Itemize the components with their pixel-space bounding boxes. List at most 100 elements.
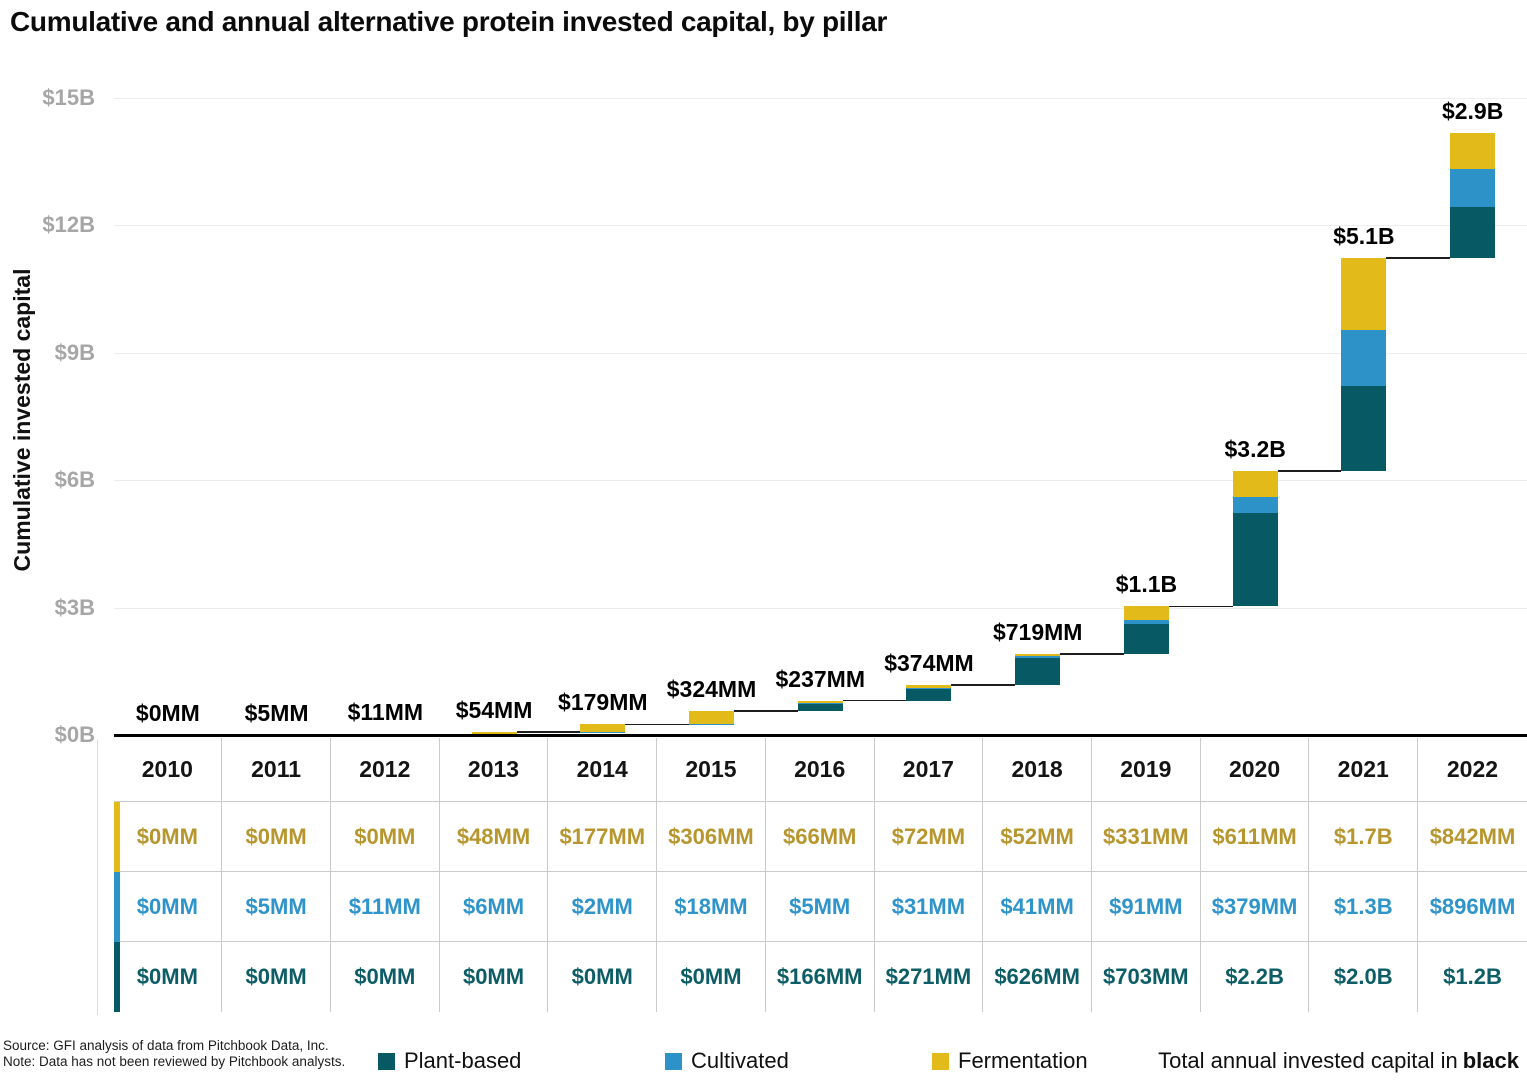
connector-line: [1168, 605, 1233, 608]
bar-segment-fermentation: [580, 724, 626, 732]
table-cell-plant-based: $1.2B: [1443, 964, 1502, 989]
bar-segment-cultivated: [906, 687, 952, 690]
x-axis-line: [113, 734, 1527, 738]
y-tick-label: $9B: [54, 339, 95, 365]
chart-title: Cumulative and annual alternative protei…: [10, 6, 888, 37]
table-cell-cultivated: $5MM: [765, 872, 875, 942]
table-cell-fermentation: $48MM: [439, 802, 549, 872]
bar-segment-fermentation: [1450, 133, 1496, 170]
gridline: [113, 225, 1527, 226]
bar-segment-plant-based: [906, 689, 952, 701]
annual-total-label: $5MM: [244, 699, 309, 726]
connector-line: [951, 683, 1016, 686]
legend-label: Cultivated: [691, 1048, 789, 1073]
table-cell-cultivated: $5MM: [222, 872, 331, 942]
year-cell: 2012: [330, 738, 440, 802]
annual-total-label: $179MM: [558, 689, 648, 716]
connector-line: [1060, 653, 1124, 655]
year-cell: 2015: [657, 738, 766, 802]
y-tick-label: $12B: [42, 212, 95, 237]
table-cell-fermentation: $66MM: [765, 802, 875, 872]
annual-total-label: $54MM: [455, 697, 533, 724]
table-cell-plant-based: $271MM: [875, 942, 984, 1012]
bar-segment-cultivated: [689, 723, 735, 725]
table-cell-cultivated: $11MM: [330, 872, 440, 942]
table-cell-cultivated: $379MM: [1200, 872, 1310, 942]
table-cell-fermentation: $0MM: [113, 802, 223, 872]
table-cell-plant-based: $0MM: [114, 942, 223, 1012]
year-cell: 2014: [548, 738, 658, 802]
table-cell-plant-based: $703MM: [1092, 942, 1201, 1012]
bar-segment-cultivated: [1450, 169, 1496, 208]
bar-segment-cultivated: [1341, 330, 1387, 386]
annual-total-label: $719MM: [992, 619, 1083, 646]
legend-note: Total annual invested capital in black: [1158, 1044, 1519, 1078]
table-cell-fermentation: $0MM: [222, 802, 331, 872]
table-cell-fermentation: $611MM: [1200, 802, 1310, 872]
table-cell-fermentation: $72MM: [874, 802, 984, 872]
table-cell-cultivated: $18MM: [657, 872, 766, 942]
source-line-1: Source: GFI analysis of data from Pitchb…: [3, 1038, 329, 1053]
bar-segment-fermentation: [1015, 654, 1061, 657]
connector-line: [1277, 469, 1342, 472]
year-cell: 2010: [113, 738, 223, 802]
bar-segment-fermentation: [689, 710, 735, 724]
legend-item-plant-based: Plant-based: [378, 1044, 521, 1078]
annual-total-label: $0MM: [135, 700, 200, 726]
bar-segment-cultivated: [1123, 620, 1169, 625]
annual-total-label: $3.2B: [1224, 435, 1286, 462]
legend-swatch-icon: [932, 1052, 949, 1070]
year-cell: 2017: [874, 738, 984, 802]
bar-segment-fermentation: [1123, 606, 1169, 621]
table-cell-cultivated: $896MM: [1418, 872, 1527, 942]
table-cell-plant-based: $0MM: [222, 942, 331, 1012]
year-cell: 2011: [222, 738, 331, 802]
table-cell-cultivated: $91MM: [1091, 872, 1201, 942]
table-cell-fermentation: $331MM: [1091, 802, 1201, 872]
legend-swatch-icon: [665, 1052, 682, 1070]
data-table: 2010 2011 2012 2013 2014 2015 2016 2017 2018 2019…: [113, 738, 1527, 1012]
annual-total-label: $237MM: [775, 665, 865, 692]
annual-total-label: $1.1B: [1115, 571, 1178, 598]
gridline: [113, 607, 1527, 609]
gridline: [113, 352, 1527, 354]
bar-segment-fermentation: [906, 684, 952, 688]
connector-line: [625, 723, 689, 726]
gridline: [113, 480, 1527, 481]
legend-note-text: Total annual invested capital in: [1158, 1048, 1458, 1073]
legend-swatch-icon: [378, 1052, 395, 1070]
y-axis-title: Cumulative invested capital: [9, 268, 35, 572]
connector-line: [1386, 257, 1451, 260]
bar-segment-cultivated: [1015, 656, 1061, 659]
year-cell: 2021: [1309, 738, 1419, 802]
table-cell-plant-based: $0MM: [440, 942, 549, 1012]
connector-line: [842, 699, 907, 702]
bar-segment-plant-based: [1341, 385, 1387, 471]
table-cell-cultivated: $6MM: [439, 872, 549, 942]
table-cell-cultivated: $0MM: [113, 872, 223, 942]
y-tick-label: $3B: [54, 594, 95, 620]
bar-segment-fermentation: [1341, 258, 1387, 331]
y-tick-label: $15B: [42, 84, 95, 110]
bar-segment-cultivated: [1232, 496, 1278, 513]
year-cell: 2020: [1200, 738, 1310, 802]
table-cell-cultivated: $1.3B: [1309, 872, 1419, 942]
connector-line: [516, 731, 581, 733]
table-left-border: [97, 740, 98, 1015]
table-cell-fermentation: $52MM: [983, 802, 1092, 872]
source-line-2: Note: Data has not been reviewed by Pitc…: [3, 1054, 346, 1069]
bar-segment-fermentation: [1232, 470, 1278, 497]
legend-note-bold: black: [1462, 1048, 1519, 1073]
table-cell-fermentation: $842MM: [1418, 802, 1527, 872]
bar-segment-fermentation: [797, 700, 843, 704]
table-cell-fermentation: $1.7B: [1309, 802, 1419, 872]
table-cell-cultivated: $41MM: [983, 872, 1092, 942]
connector-line: [734, 709, 798, 712]
table-cell-fermentation: $177MM: [548, 802, 658, 872]
gridline: [113, 97, 1527, 99]
y-tick-label: $6B: [54, 467, 95, 492]
annual-total-label: $324MM: [666, 675, 757, 702]
table-cell-plant-based: $2.2B: [1201, 942, 1310, 1012]
bar-segment-fermentation: [471, 732, 517, 735]
